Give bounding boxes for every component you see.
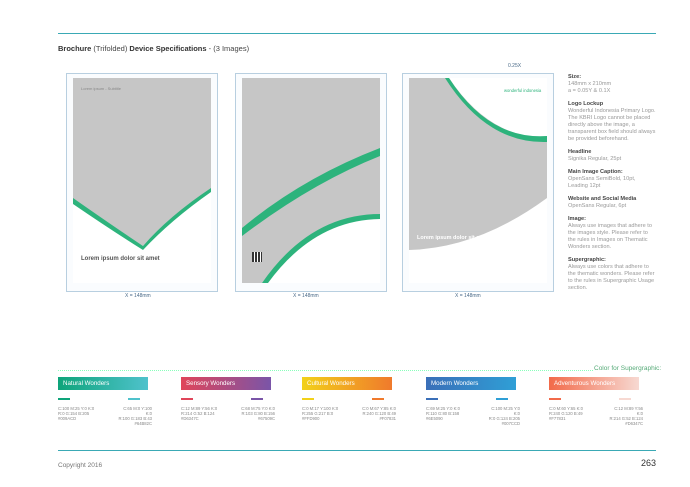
spec-logo-text: Wonderful Indonesia Primary Logo. The KB… (568, 108, 656, 142)
brochure-panel-3: wonderful indonesia Lorem ipsum dolor si… (402, 73, 554, 292)
color-chip-primary (426, 398, 438, 400)
panel-3-artwork (409, 78, 547, 283)
brochure-panel-1: Lorem ipsum - Subtitle Lorem ipsum dolor… (66, 73, 218, 292)
page-number: 263 (640, 458, 656, 468)
color-chip-secondary (619, 398, 631, 400)
spec-supergraphic-text: Always use colors that adhere to the the… (568, 264, 655, 291)
spec-size-heading: Size: (568, 74, 582, 80)
panel-3-caption: Lorem ipsum dolor sit amet (417, 235, 490, 241)
spec-caption-text: OpenSans SemiBold, 10pt, Leading 12pt (568, 176, 636, 189)
panel-2-width-label: X = 148mm (293, 293, 319, 299)
spec-web-text: OpenSans Regular, 6pt (568, 203, 627, 209)
color-chip-primary (302, 398, 314, 400)
qr-code (252, 252, 262, 262)
color-code-primary: C:100 M:25 Y:0 K:0 R:0 G:154 B:205 #009A… (58, 406, 95, 421)
theme-swatch: Sensory Wonders (181, 377, 271, 390)
panel-image-area (242, 78, 380, 283)
color-chip-secondary (496, 398, 508, 400)
supergraphic-divider (58, 370, 593, 371)
spec-web-heading: Website and Social Media (568, 196, 637, 202)
theme-swatch: Natural Wonders (58, 377, 148, 390)
color-code-primary: C:12 M:89 Y:56 K:0 R:214 G:52 B:124 #D63… (181, 406, 218, 421)
page-title: Brochure (Trifolded) Device Specificatio… (58, 44, 250, 53)
color-code-secondary: C:100 M:25 Y:0 K:0 R:0 G:124 B:205 #007C… (488, 406, 520, 426)
spec-image-heading: Image: (568, 216, 587, 222)
top-rule (58, 33, 656, 34)
panel-1-width-label: X = 148mm (125, 293, 151, 299)
color-chip-primary (181, 398, 193, 400)
supergraphic-title: Color for Supergraphic: (594, 365, 662, 372)
color-code-primary: C:0 M:60 Y:65 K:0 R:240 G:120 B:49 #F778… (549, 406, 583, 421)
spec-column: Size: 148mm x 210mm a = 0.05Y & 0.1X Log… (568, 74, 656, 292)
spec-image-text: Always use images that adhere to the ima… (568, 223, 652, 250)
panel-1-artwork (73, 78, 211, 283)
footer-rule (58, 450, 656, 451)
spec-size-text: 148mm x 210mm a = 0.05Y & 0.1X (568, 81, 612, 94)
color-chip-primary (549, 398, 561, 400)
color-chip-secondary (372, 398, 384, 400)
panel-1-caption: Lorem ipsum dolor sit amet (81, 256, 160, 262)
logo-lockup: wonderful indonesia (504, 88, 542, 93)
theme-swatch: Modern Wonders (426, 377, 516, 390)
panel-image-area: wonderful indonesia Lorem ipsum dolor si… (409, 78, 547, 283)
spec-headline-text: Signika Regular, 25pt (568, 156, 622, 162)
panel-2-artwork (242, 78, 380, 283)
color-code-secondary: C:68 M:75 Y:0 K:0 R:103 G:80 B:156 #6750… (241, 406, 275, 421)
color-code-primary: C:0 M:17 Y:100 K:0 R:255 G:217 B:0 #FFD9… (302, 406, 339, 421)
color-chip-secondary (251, 398, 263, 400)
copyright: Copyright 2016 (58, 462, 103, 469)
color-code-primary: C:69 M:25 Y:0 K:0 R:110 G:80 B:158 #6E50… (426, 406, 460, 421)
panel-3-width-label: X = 148mm (455, 293, 481, 299)
theme-swatch: Cultural Wonders (302, 377, 392, 390)
color-code-secondary: C:65 M:0 Y:100 K:0 R:100 G:183 B:43 #64B… (118, 406, 152, 426)
spec-supergraphic-heading: Supergraphic: (568, 257, 606, 263)
spec-headline-heading: Headline (568, 149, 592, 155)
dimension-top-label: 0.25X (508, 63, 522, 69)
color-chip-primary (58, 398, 70, 400)
spec-caption-heading: Main Image Caption: (568, 169, 623, 175)
theme-swatch: Adventurous Wonders (549, 377, 639, 390)
panel-image-area: Lorem ipsum - Subtitle Lorem ipsum dolor… (73, 78, 211, 283)
brochure-panel-2 (235, 73, 387, 292)
panel-1-tag: Lorem ipsum - Subtitle (81, 86, 122, 91)
spec-logo-heading: Logo Lockup (568, 101, 604, 107)
color-code-secondary: C:12 M:89 Y:56 K:0 R:214 G:52 B:124 #D63… (609, 406, 643, 426)
color-code-secondary: C:0 M:67 Y:85 K:0 R:240 G:120 B:49 #F078… (362, 406, 396, 421)
color-chip-secondary (128, 398, 140, 400)
